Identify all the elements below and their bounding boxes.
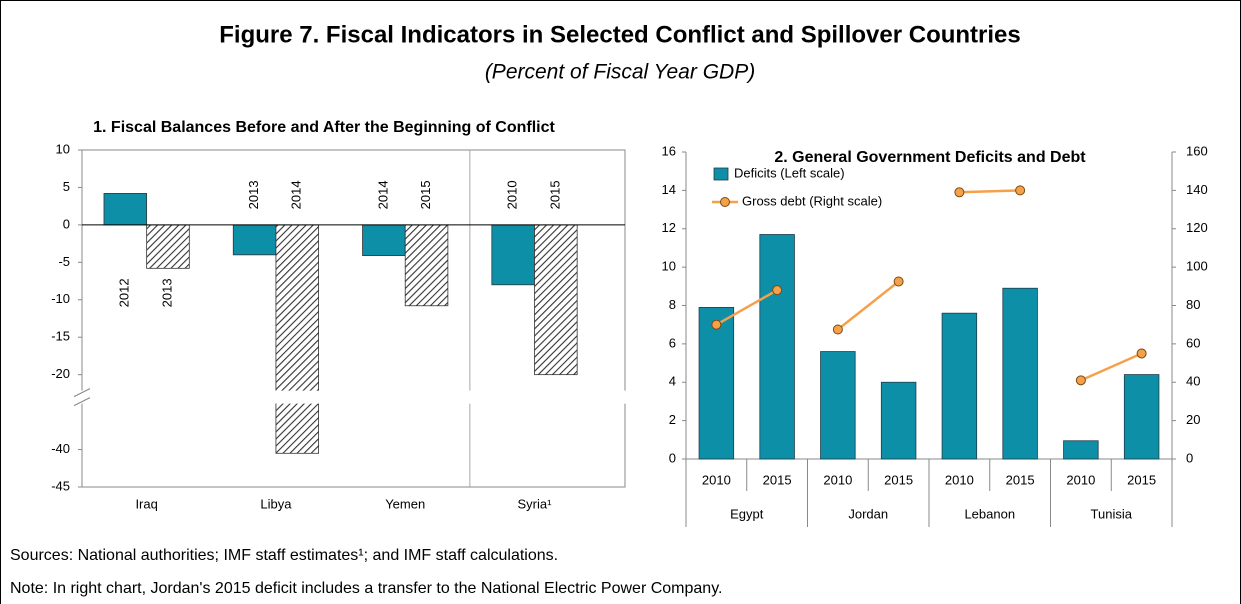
axis-break-mark: [73, 388, 91, 398]
x-tick-label: 2015: [1006, 472, 1035, 487]
y-tick-label: -40: [51, 441, 70, 456]
marker: [1136, 348, 1147, 359]
bar: [1063, 440, 1099, 460]
group-label: Lebanon: [964, 506, 1015, 521]
figure-subtitle: (Percent of Fiscal Year GDP): [485, 61, 755, 84]
axis-break-gap: [74, 390, 626, 404]
plot-frame: [81, 149, 626, 488]
y2-tick-label: 20: [1186, 412, 1200, 427]
y-tick-label: 0: [669, 450, 676, 465]
y-tick-label: 10: [56, 141, 70, 156]
x-tick-label: 2010: [1066, 472, 1095, 487]
line: [715, 289, 778, 326]
marker: [772, 285, 783, 296]
group-label: Tunisia: [1091, 506, 1133, 521]
sources: Sources: National authorities; IMF staff…: [10, 547, 558, 564]
y-tick-label: 5: [63, 179, 70, 194]
bar: [146, 224, 190, 269]
bar-label: 2014: [289, 180, 304, 209]
x-tick-label: 2015: [884, 472, 913, 487]
marker: [711, 319, 722, 330]
bar: [820, 351, 856, 460]
y2-tick-label: 140: [1186, 182, 1208, 197]
bar-label: 2013: [159, 278, 174, 307]
legend-marker: [720, 197, 730, 207]
bar-label: 2012: [117, 278, 132, 307]
y2-tick-label: 80: [1186, 297, 1200, 312]
y2-tick-label: 100: [1186, 259, 1208, 274]
chart-title: 2. General Government Deficits and Debt: [774, 149, 1086, 166]
line: [1080, 352, 1143, 382]
line: [837, 280, 900, 331]
x-tick-label: 2015: [763, 472, 792, 487]
y-tick-label: 16: [662, 143, 676, 158]
y-tick-label: -20: [51, 366, 70, 381]
chart-title: 1. Fiscal Balances Before and After the …: [93, 119, 555, 136]
bar: [941, 312, 978, 460]
legend-label: Deficits (Left scale): [734, 165, 845, 180]
bar: [1123, 374, 1160, 460]
marker: [954, 187, 965, 198]
note: Note: In right chart, Jordan's 2015 defi…: [10, 580, 722, 597]
y-tick-label: -45: [51, 478, 70, 493]
y-tick-label: -5: [58, 254, 70, 269]
bar-label: 2015: [547, 180, 562, 209]
x-tick-label: Libya: [260, 496, 292, 511]
y-tick-label: -15: [51, 329, 70, 344]
bar: [103, 193, 148, 226]
y-tick-label: 10: [662, 259, 676, 274]
bar: [698, 307, 735, 460]
x-tick-label: 2010: [945, 472, 974, 487]
x-tick-label: Iraq: [135, 496, 157, 511]
x-tick-label: Yemen: [385, 496, 425, 511]
bar: [404, 224, 449, 307]
bar: [880, 381, 917, 460]
x-tick-label: 2010: [702, 472, 731, 487]
y2-tick-label: 0: [1186, 450, 1193, 465]
bar-label: 2015: [418, 180, 433, 209]
marker: [1015, 185, 1026, 196]
bar: [232, 224, 277, 256]
bar: [759, 234, 795, 460]
bar: [275, 224, 319, 454]
bar-label: 2010: [505, 180, 520, 209]
y-tick-label: 8: [669, 297, 676, 312]
axis-break-mark: [73, 397, 91, 407]
y2-tick-label: 120: [1186, 220, 1208, 235]
bar: [362, 224, 406, 256]
bar-label: 2014: [375, 180, 390, 209]
bar: [491, 224, 535, 286]
marker: [832, 324, 843, 335]
y-tick-label: 0: [63, 216, 70, 231]
y-tick-label: 12: [662, 220, 676, 235]
y2-tick-label: 160: [1186, 143, 1208, 158]
bar-label: 2013: [246, 180, 261, 209]
y-tick-label: 4: [669, 374, 676, 389]
bar: [1002, 287, 1038, 460]
y2-tick-label: 60: [1186, 335, 1200, 350]
x-tick-label: Syria¹: [518, 496, 553, 511]
legend-label: Gross debt (Right scale): [742, 193, 882, 208]
y-tick-label: 14: [662, 182, 676, 197]
x-tick-label: 2010: [823, 472, 852, 487]
bar: [534, 224, 578, 376]
legend-swatch: [713, 167, 729, 181]
y-tick-label: 2: [669, 412, 676, 427]
y-tick-label: -10: [51, 291, 70, 306]
group-label: Egypt: [730, 506, 764, 521]
x-tick-label: 2015: [1127, 472, 1156, 487]
y-tick-label: 6: [669, 335, 676, 350]
line: [959, 189, 1021, 194]
group-label: Jordan: [848, 506, 888, 521]
y2-tick-label: 40: [1186, 374, 1200, 389]
marker: [893, 276, 904, 287]
marker: [1075, 375, 1086, 386]
figure-title: Figure 7. Fiscal Indicators in Selected …: [219, 21, 1021, 48]
